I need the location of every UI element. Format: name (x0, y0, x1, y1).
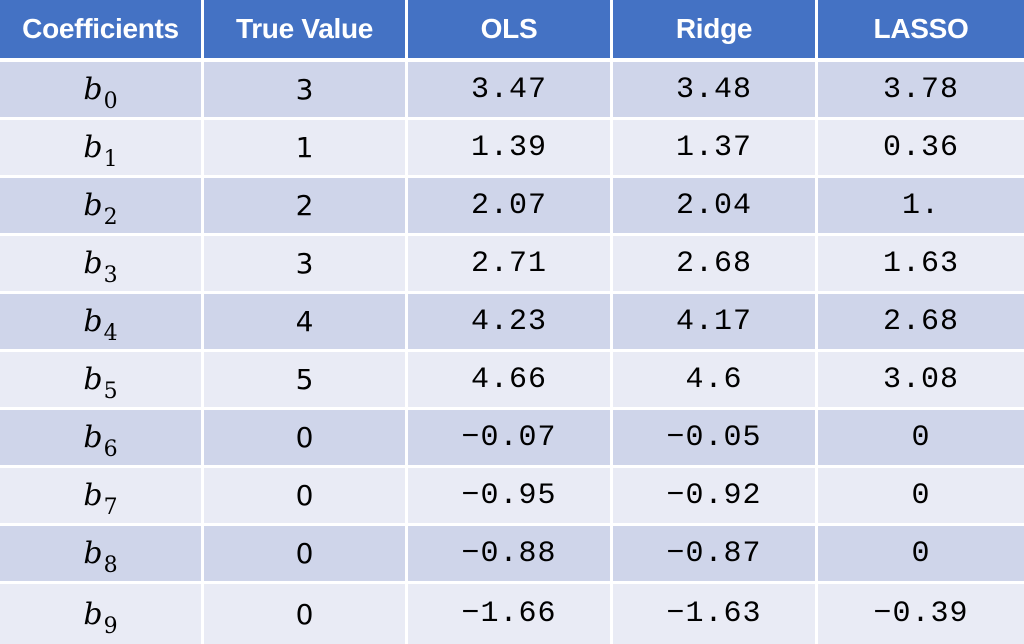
lasso-cell: −0.39 (818, 584, 1024, 644)
header-true-value: True Value (204, 0, 408, 62)
true-value-cell: 0 (204, 584, 408, 644)
coefficient-cell: b4 (0, 294, 204, 352)
table-row: b5 5 4.66 4.6 3.08 (0, 352, 1024, 410)
lasso-cell: 3.08 (818, 352, 1024, 410)
coefficient-cell: b6 (0, 410, 204, 468)
coefficient-symbol: b (83, 130, 103, 165)
coefficient-subscript: 5 (103, 379, 118, 404)
ols-cell: 1.39 (408, 120, 613, 178)
true-value-cell: 0 (204, 410, 408, 468)
ols-cell: 4.23 (408, 294, 613, 352)
coefficient-subscript: 4 (103, 321, 118, 346)
coefficient-cell: b2 (0, 178, 204, 236)
true-value-cell: 3 (204, 62, 408, 120)
table-row: b2 2 2.07 2.04 1. (0, 178, 1024, 236)
coefficient-symbol: b (83, 596, 103, 632)
ridge-cell: 2.04 (613, 178, 818, 236)
ridge-cell: −1.63 (613, 584, 818, 644)
table-row: b0 3 3.47 3.48 3.78 (0, 62, 1024, 120)
true-value-cell: 0 (204, 526, 408, 584)
table-row: b7 0 −0.95 −0.92 0 (0, 468, 1024, 526)
coefficient-cell: b1 (0, 120, 204, 178)
true-value-cell: 5 (204, 352, 408, 410)
ridge-cell: 3.48 (613, 62, 818, 120)
lasso-cell: 3.78 (818, 62, 1024, 120)
table-row: b6 0 −0.07 −0.05 0 (0, 410, 1024, 468)
coefficient-symbol: b (83, 188, 103, 223)
true-value-cell: 0 (204, 468, 408, 526)
ridge-cell: −0.05 (613, 410, 818, 468)
coefficient-subscript: 6 (103, 437, 118, 462)
table-row: b9 0 −1.66 −1.63 −0.39 (0, 584, 1024, 644)
coefficient-cell: b0 (0, 62, 204, 120)
ridge-cell: 1.37 (613, 120, 818, 178)
coefficient-subscript: 9 (103, 613, 118, 639)
header-lasso: LASSO (818, 0, 1024, 62)
coefficient-cell: b5 (0, 352, 204, 410)
coefficient-subscript: 1 (103, 147, 118, 172)
coefficient-symbol: b (83, 72, 103, 107)
table-row: b4 4 4.23 4.17 2.68 (0, 294, 1024, 352)
coefficient-cell: b3 (0, 236, 204, 294)
lasso-cell: 1. (818, 178, 1024, 236)
coefficient-symbol: b (83, 536, 103, 571)
coefficient-symbol: b (83, 246, 103, 281)
lasso-cell: 0 (818, 468, 1024, 526)
coefficient-symbol: b (83, 304, 103, 339)
header-ridge: Ridge (613, 0, 818, 62)
table-row: b1 1 1.39 1.37 0.36 (0, 120, 1024, 178)
ols-cell: −1.66 (408, 584, 613, 644)
coefficient-symbol: b (83, 362, 103, 397)
true-value-cell: 3 (204, 236, 408, 294)
coefficient-subscript: 7 (103, 495, 118, 520)
lasso-cell: 0 (818, 526, 1024, 584)
coefficient-subscript: 8 (103, 553, 118, 578)
ridge-cell: 4.17 (613, 294, 818, 352)
coefficient-subscript: 0 (103, 89, 118, 114)
lasso-cell: 2.68 (818, 294, 1024, 352)
true-value-cell: 4 (204, 294, 408, 352)
lasso-cell: 1.63 (818, 236, 1024, 294)
coefficient-subscript: 3 (103, 263, 118, 288)
table-row: b8 0 −0.88 −0.87 0 (0, 526, 1024, 584)
ols-cell: 2.07 (408, 178, 613, 236)
true-value-cell: 1 (204, 120, 408, 178)
ols-cell: −0.95 (408, 468, 613, 526)
ols-cell: −0.07 (408, 410, 613, 468)
coefficient-cell: b8 (0, 526, 204, 584)
header-row: Coefficients True Value OLS Ridge LASSO (0, 0, 1024, 62)
header-ols: OLS (408, 0, 613, 62)
true-value-cell: 2 (204, 178, 408, 236)
ridge-cell: 2.68 (613, 236, 818, 294)
ols-cell: −0.88 (408, 526, 613, 584)
lasso-cell: 0 (818, 410, 1024, 468)
ols-cell: 4.66 (408, 352, 613, 410)
coefficient-symbol: b (83, 420, 103, 455)
ridge-cell: −0.87 (613, 526, 818, 584)
lasso-cell: 0.36 (818, 120, 1024, 178)
ols-cell: 2.71 (408, 236, 613, 294)
coefficient-symbol: b (83, 478, 103, 513)
ridge-cell: −0.92 (613, 468, 818, 526)
coefficient-subscript: 2 (103, 205, 118, 230)
ridge-cell: 4.6 (613, 352, 818, 410)
table-row: b3 3 2.71 2.68 1.63 (0, 236, 1024, 294)
coefficient-cell: b9 (0, 584, 204, 644)
header-coefficients: Coefficients (0, 0, 204, 62)
ols-cell: 3.47 (408, 62, 613, 120)
coefficient-cell: b7 (0, 468, 204, 526)
